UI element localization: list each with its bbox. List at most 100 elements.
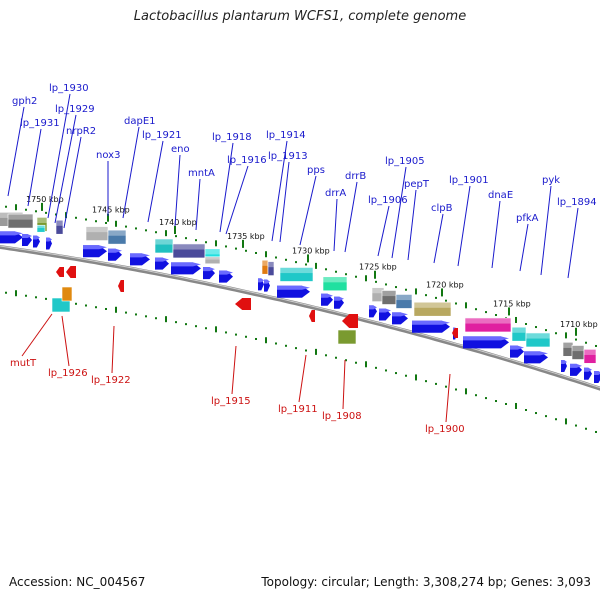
forward-gene-arrow-shine bbox=[379, 308, 391, 313]
reverse-gene-arrow[interactable] bbox=[56, 267, 64, 277]
feature-box[interactable] bbox=[279, 267, 314, 282]
feature-box[interactable] bbox=[107, 229, 127, 245]
top-gene-label[interactable]: dnaE bbox=[488, 190, 513, 201]
top-gene-label[interactable]: lp_1914 bbox=[266, 130, 306, 141]
top-gene-label[interactable]: pyk bbox=[542, 175, 560, 186]
top-gene-label[interactable]: lp_1901 bbox=[449, 175, 489, 186]
feature-box[interactable] bbox=[525, 332, 551, 348]
forward-gene-arrow-shine bbox=[46, 237, 52, 242]
top-gene-label[interactable]: lp_1905 bbox=[385, 156, 425, 167]
feature-box[interactable] bbox=[413, 301, 452, 317]
bottom-gene-leader bbox=[298, 354, 307, 403]
top-gene-label[interactable]: lp_1918 bbox=[212, 132, 252, 143]
bottom-gene-label[interactable]: lp_1915 bbox=[211, 396, 251, 407]
feature-box[interactable] bbox=[464, 317, 512, 333]
ruler-dot-bottom bbox=[175, 321, 177, 324]
top-gene-label[interactable]: lp_1913 bbox=[268, 151, 308, 162]
top-gene-leader bbox=[47, 93, 71, 219]
top-gene-leader bbox=[567, 207, 579, 279]
top-gene-label[interactable]: gph2 bbox=[12, 96, 37, 107]
ruler-minor-tick bbox=[15, 290, 17, 297]
top-gene-label[interactable]: drrA bbox=[325, 188, 346, 199]
feature-box[interactable] bbox=[267, 261, 275, 276]
reverse-gene-arrow[interactable] bbox=[66, 266, 76, 278]
feature-box[interactable] bbox=[7, 213, 34, 229]
tick-label: 1715 kbp bbox=[493, 299, 531, 308]
reverse-gene-arrow[interactable] bbox=[452, 328, 458, 338]
ruler-dot-bottom bbox=[45, 297, 47, 300]
top-gene-leader bbox=[147, 140, 164, 223]
top-gene-label[interactable]: lp_1921 bbox=[142, 130, 182, 141]
reverse-gene-arrow[interactable] bbox=[342, 314, 358, 328]
ruler-dot-bottom bbox=[535, 412, 537, 415]
top-gene-label[interactable]: pps bbox=[307, 165, 325, 176]
ruler-minor-tick bbox=[515, 316, 517, 323]
ruler-dot-top bbox=[75, 216, 77, 219]
ruler-dot-top bbox=[195, 239, 197, 242]
ruler-dot-bottom bbox=[275, 342, 277, 345]
top-gene-label[interactable]: lp_1906 bbox=[368, 195, 408, 206]
top-gene-label[interactable]: mntA bbox=[188, 168, 215, 179]
bottom-gene-label[interactable]: lp_1922 bbox=[91, 375, 131, 386]
top-gene-leader bbox=[219, 142, 234, 233]
top-gene-leader bbox=[491, 200, 501, 269]
bottom-gene-label[interactable]: lp_1926 bbox=[48, 368, 88, 379]
major-tick bbox=[575, 327, 577, 336]
ruler-dot-top bbox=[575, 338, 577, 341]
reverse-gene-arrow[interactable] bbox=[235, 298, 251, 310]
feature-box[interactable] bbox=[204, 256, 221, 265]
top-gene-label[interactable]: nrpR2 bbox=[66, 126, 96, 137]
feature-box-shine bbox=[262, 260, 268, 266]
top-gene-label[interactable]: clpB bbox=[431, 203, 453, 214]
bottom-gene-label[interactable]: lp_1911 bbox=[278, 404, 318, 415]
bottom-gene-label[interactable]: lp_1900 bbox=[425, 424, 465, 435]
top-gene-label[interactable]: pfkA bbox=[516, 213, 539, 224]
top-gene-label[interactable]: pepT bbox=[404, 179, 430, 190]
top-gene-leader bbox=[344, 181, 358, 253]
ruler-minor-tick bbox=[265, 337, 267, 344]
ruler-dot-top bbox=[375, 280, 377, 283]
top-gene-label[interactable]: lp_1916 bbox=[227, 155, 267, 166]
ruler-minor-tick bbox=[265, 251, 267, 258]
feature-box[interactable] bbox=[322, 276, 348, 292]
top-gene-label[interactable]: eno bbox=[171, 144, 190, 155]
feature-box[interactable] bbox=[36, 224, 46, 233]
feature-box-shine bbox=[382, 290, 396, 297]
top-gene-label[interactable]: nox3 bbox=[96, 150, 120, 161]
ruler-dot-top bbox=[425, 294, 427, 297]
ruler-dot-bottom bbox=[375, 366, 377, 369]
feature-box[interactable] bbox=[583, 349, 597, 364]
genome-title: Lactobacillus plantarum WCFS1, complete … bbox=[133, 9, 467, 24]
ruler-dot-top bbox=[475, 308, 477, 311]
ruler-dot-bottom bbox=[85, 304, 87, 307]
feature-box[interactable] bbox=[55, 219, 64, 235]
bottom-gene-label[interactable]: lp_1908 bbox=[322, 411, 362, 422]
ruler-dot-bottom bbox=[325, 354, 327, 357]
ruler-dot-bottom bbox=[245, 335, 247, 338]
top-gene-leader bbox=[433, 213, 444, 264]
bottom-gene-label[interactable]: mutT bbox=[10, 358, 37, 369]
feature-box[interactable] bbox=[337, 329, 357, 345]
top-gene-label[interactable]: lp_1894 bbox=[557, 197, 597, 208]
ruler-dot-top bbox=[595, 344, 597, 347]
feature-box[interactable] bbox=[51, 297, 71, 313]
ruler-dot-bottom bbox=[435, 382, 437, 385]
top-gene-label[interactable]: drrB bbox=[345, 171, 366, 182]
top-gene-label[interactable]: dapE1 bbox=[124, 116, 156, 127]
top-gene-label[interactable]: lp_1930 bbox=[49, 83, 89, 94]
ruler-dot-bottom bbox=[105, 307, 107, 310]
reverse-gene-arrow[interactable] bbox=[118, 280, 124, 292]
reverse-gene-arrow[interactable] bbox=[309, 310, 315, 322]
top-gene-label[interactable]: lp_1931 bbox=[20, 118, 60, 129]
top-gene-leader bbox=[271, 140, 288, 242]
top-gene-label[interactable]: lp_1929 bbox=[55, 104, 95, 115]
forward-gene-arrow-shine bbox=[130, 253, 150, 258]
tick-label: 1730 kbp bbox=[292, 246, 330, 255]
ruler-dot-top bbox=[585, 341, 587, 344]
forward-gene-arrow-shine bbox=[463, 336, 509, 341]
feature-box[interactable] bbox=[61, 286, 73, 302]
major-tick bbox=[107, 213, 109, 222]
ruler-dot-bottom bbox=[205, 327, 207, 330]
feature-box[interactable] bbox=[395, 294, 413, 309]
